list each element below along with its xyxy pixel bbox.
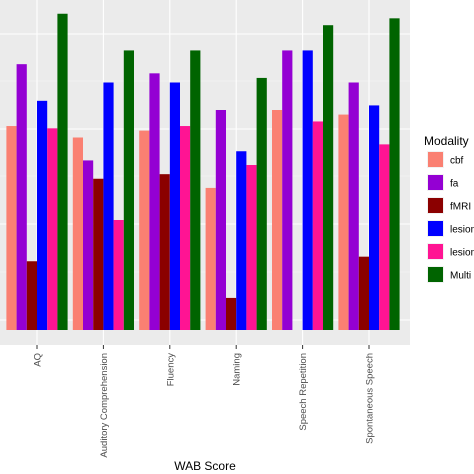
legend-title: Modality: [424, 134, 469, 148]
bar: [169, 82, 180, 330]
bar: [358, 256, 369, 330]
legend-key: [428, 175, 443, 190]
bar: [323, 25, 334, 331]
bar: [103, 82, 114, 330]
bar: [302, 50, 313, 331]
bar: [226, 297, 237, 330]
bar: [47, 128, 58, 330]
x-tick-label: Fluency: [165, 353, 176, 387]
legend-key: [428, 198, 443, 213]
bar: [57, 13, 68, 330]
legend-label: fMRI: [450, 202, 471, 213]
bar: [338, 114, 349, 330]
x-axis-ticks: AQ Auditory Comprehension Fluency Naming Spe…: [33, 345, 376, 458]
legend-label: fa: [450, 179, 459, 190]
x-tick-label: Spontaneous Speech: [365, 353, 376, 444]
bar: [190, 50, 201, 331]
legend-label: lesion: [450, 248, 474, 259]
bar: [149, 73, 160, 330]
bar: [180, 126, 191, 330]
legend-key: [428, 244, 443, 259]
bar: [6, 126, 17, 330]
legend: Modality cbf fa fMRI lesion lesion Multi: [424, 134, 474, 283]
bar: [159, 174, 170, 330]
bar: [123, 50, 134, 331]
bar: [16, 64, 27, 331]
x-tick-label: Speech Repetition: [298, 353, 309, 431]
legend-key: [428, 221, 443, 236]
legend-label: cbf: [450, 156, 464, 167]
bar: [282, 50, 293, 331]
bar: [312, 121, 323, 331]
bar: [369, 105, 380, 330]
bar: [236, 151, 247, 330]
bar: [205, 187, 216, 330]
x-axis-title: WAB Score: [174, 459, 236, 473]
legend-label: Multi: [450, 271, 471, 282]
bar: [26, 261, 37, 330]
legend-key: [428, 152, 443, 167]
bar: [379, 144, 390, 330]
x-tick-label: AQ: [33, 353, 44, 367]
bar: [37, 100, 48, 330]
bar: [389, 18, 400, 331]
bar: [215, 110, 226, 330]
bar: [256, 77, 267, 330]
bar: [93, 178, 104, 330]
bar: [348, 82, 359, 330]
bar: [83, 160, 94, 330]
x-tick-label: Naming: [232, 353, 243, 386]
bar: [139, 130, 150, 330]
legend-key: [428, 267, 443, 282]
legend-label: lesion: [450, 225, 474, 236]
x-tick-label: Auditory Comprehension: [99, 353, 110, 458]
bars: [6, 13, 400, 331]
bar: [246, 165, 257, 330]
bar: [113, 220, 124, 330]
bar: [72, 137, 83, 330]
bar: [272, 110, 283, 330]
